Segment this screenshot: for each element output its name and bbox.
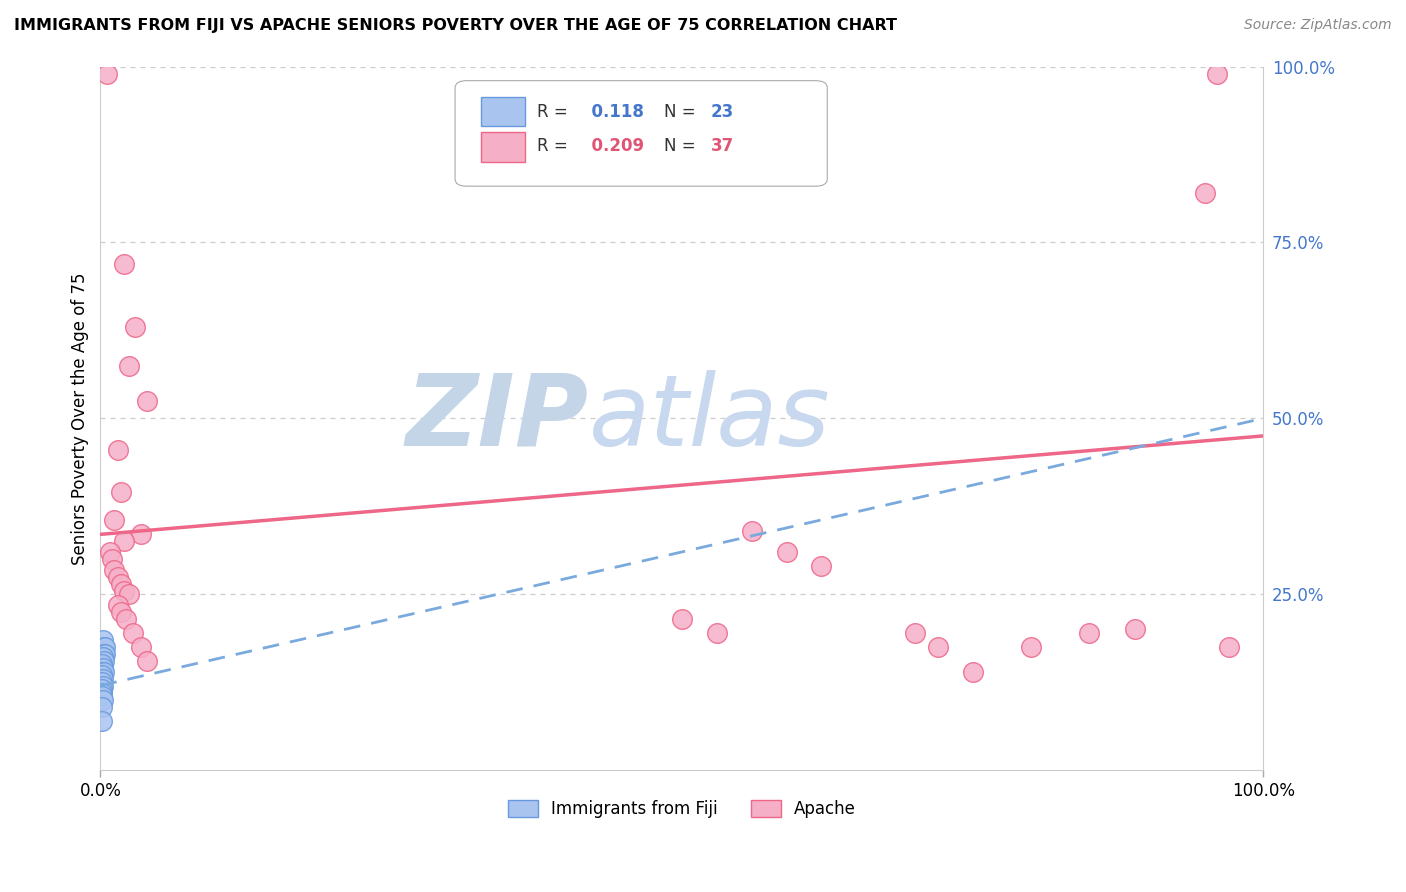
Point bbox=[107, 442, 129, 457]
Text: 23: 23 bbox=[711, 103, 734, 121]
Point bbox=[91, 650, 114, 665]
Point bbox=[1218, 640, 1240, 654]
Text: atlas: atlas bbox=[589, 370, 831, 467]
Text: R =: R = bbox=[537, 137, 567, 155]
Point bbox=[96, 67, 118, 81]
Text: N =: N = bbox=[665, 137, 702, 155]
Point bbox=[1125, 623, 1147, 637]
Point bbox=[90, 668, 112, 682]
Point bbox=[93, 647, 115, 661]
Point bbox=[94, 640, 117, 654]
Point bbox=[91, 679, 114, 693]
Point bbox=[91, 672, 114, 686]
Point bbox=[103, 562, 125, 576]
Point bbox=[110, 576, 132, 591]
Text: Source: ZipAtlas.com: Source: ZipAtlas.com bbox=[1244, 18, 1392, 32]
Text: N =: N = bbox=[665, 103, 702, 121]
FancyBboxPatch shape bbox=[481, 132, 524, 161]
Point bbox=[135, 393, 157, 408]
Point bbox=[93, 665, 115, 679]
Point bbox=[129, 640, 152, 654]
Point bbox=[90, 665, 112, 679]
Point bbox=[103, 513, 125, 527]
Legend: Immigrants from Fiji, Apache: Immigrants from Fiji, Apache bbox=[501, 794, 863, 825]
Point bbox=[903, 625, 925, 640]
Point bbox=[91, 692, 114, 706]
Y-axis label: Seniors Poverty Over the Age of 75: Seniors Poverty Over the Age of 75 bbox=[72, 272, 89, 565]
Text: 0.209: 0.209 bbox=[579, 137, 644, 155]
Point bbox=[741, 524, 763, 538]
Point bbox=[706, 625, 728, 640]
Point bbox=[118, 587, 141, 601]
Point bbox=[1078, 625, 1101, 640]
Point bbox=[112, 583, 135, 598]
Point bbox=[962, 665, 984, 679]
Point bbox=[90, 657, 112, 672]
Point bbox=[129, 527, 152, 541]
Point bbox=[1019, 640, 1042, 654]
Point bbox=[90, 714, 112, 728]
Point bbox=[94, 647, 117, 661]
Text: ZIP: ZIP bbox=[406, 370, 589, 467]
Point bbox=[90, 647, 112, 661]
Point bbox=[107, 569, 129, 583]
FancyBboxPatch shape bbox=[456, 80, 827, 186]
Point bbox=[110, 605, 132, 619]
Point bbox=[927, 640, 949, 654]
Text: 0.118: 0.118 bbox=[579, 103, 644, 121]
Point bbox=[1194, 186, 1216, 201]
Point bbox=[775, 545, 797, 559]
Point bbox=[122, 625, 145, 640]
Point bbox=[135, 654, 157, 668]
Point bbox=[1206, 67, 1229, 81]
Point bbox=[91, 654, 114, 668]
Point bbox=[90, 685, 112, 699]
Point bbox=[90, 689, 112, 703]
Point bbox=[91, 632, 114, 647]
Point bbox=[115, 612, 138, 626]
Point bbox=[101, 552, 124, 566]
Point bbox=[93, 640, 115, 654]
Point bbox=[118, 359, 141, 373]
Point bbox=[90, 675, 112, 690]
Point bbox=[124, 319, 146, 334]
Text: 37: 37 bbox=[711, 137, 734, 155]
Point bbox=[112, 256, 135, 270]
Point bbox=[93, 654, 115, 668]
Point bbox=[810, 559, 832, 574]
Text: R =: R = bbox=[537, 103, 567, 121]
Text: IMMIGRANTS FROM FIJI VS APACHE SENIORS POVERTY OVER THE AGE OF 75 CORRELATION CH: IMMIGRANTS FROM FIJI VS APACHE SENIORS P… bbox=[14, 18, 897, 33]
Point bbox=[98, 545, 121, 559]
Point bbox=[112, 534, 135, 549]
Point bbox=[671, 612, 693, 626]
FancyBboxPatch shape bbox=[481, 97, 524, 127]
Point bbox=[90, 682, 112, 697]
Point bbox=[107, 598, 129, 612]
Point bbox=[90, 699, 112, 714]
Point bbox=[110, 485, 132, 500]
Point bbox=[91, 661, 114, 675]
